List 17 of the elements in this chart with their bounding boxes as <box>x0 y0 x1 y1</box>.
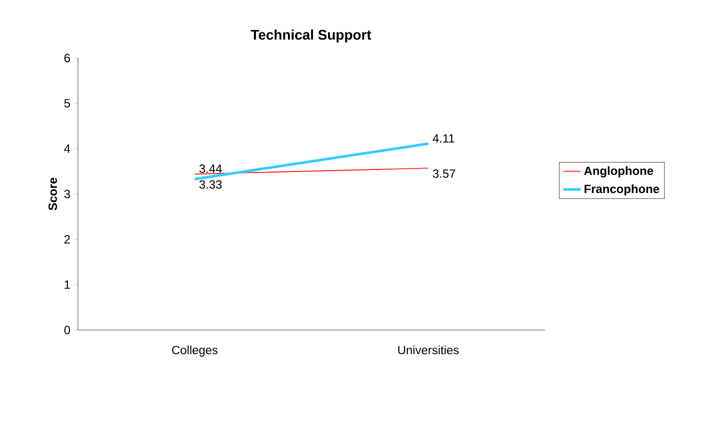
data-label: 4.11 <box>432 134 454 142</box>
y-axis-title: Score <box>48 178 57 210</box>
y-tick-label: 6 <box>64 54 70 62</box>
data-label: 3.44 <box>199 164 222 173</box>
y-tick-label: 0 <box>64 326 70 334</box>
y-tick-label: 2 <box>64 235 70 244</box>
legend-label: Francophone <box>584 184 660 196</box>
y-tick-label: 1 <box>64 280 70 289</box>
y-tick-label: 4 <box>64 144 70 153</box>
y-tick-label: 5 <box>64 99 70 108</box>
chart-title: Technical Support <box>250 29 372 42</box>
data-label: 3.33 <box>199 180 222 189</box>
data-label: 3.57 <box>432 169 456 178</box>
legend-label: Anglophone <box>584 166 654 178</box>
x-tick-label: Colleges <box>172 346 218 357</box>
x-tick-label: Universities <box>398 346 459 354</box>
y-tick-label: 3 <box>64 190 70 198</box>
